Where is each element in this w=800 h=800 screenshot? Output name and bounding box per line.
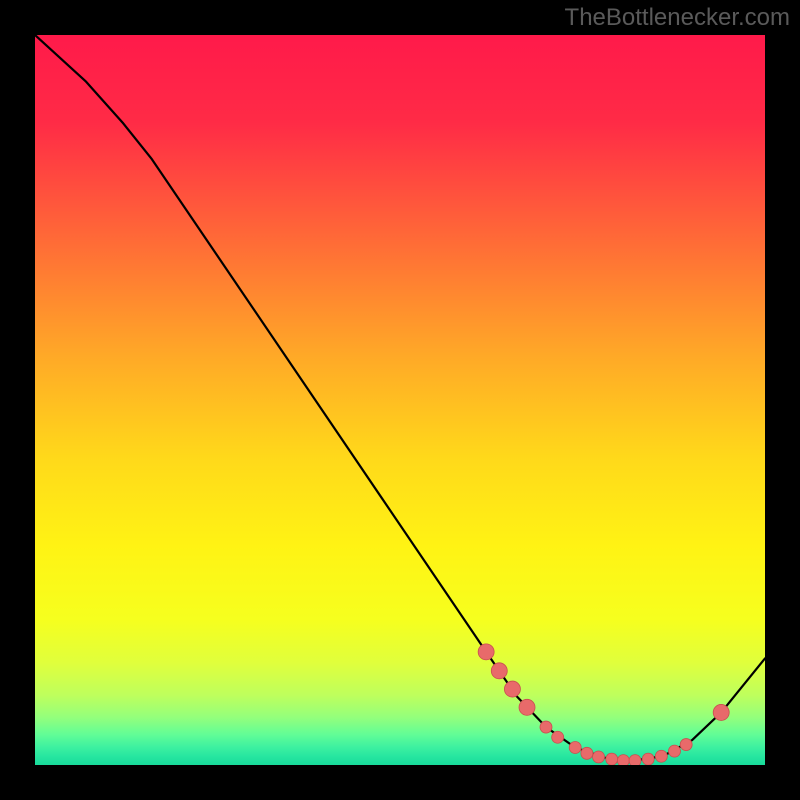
- data-marker: [593, 751, 605, 763]
- chart-svg: [35, 35, 765, 765]
- data-marker: [713, 704, 729, 720]
- data-marker: [569, 741, 581, 753]
- data-marker: [504, 681, 520, 697]
- chart-background: [35, 35, 765, 765]
- data-marker: [642, 753, 654, 765]
- data-marker: [655, 750, 667, 762]
- data-marker: [478, 644, 494, 660]
- data-marker: [629, 755, 641, 765]
- data-marker: [491, 663, 507, 679]
- data-marker: [617, 755, 629, 765]
- data-marker: [606, 753, 618, 765]
- plot-area: [35, 35, 765, 765]
- data-marker: [519, 699, 535, 715]
- data-marker: [540, 721, 552, 733]
- data-marker: [552, 731, 564, 743]
- chart-container: TheBottlenecker.com: [0, 0, 800, 800]
- data-marker: [581, 747, 593, 759]
- data-marker: [668, 745, 680, 757]
- watermark-text: TheBottlenecker.com: [565, 4, 790, 32]
- data-marker: [680, 739, 692, 751]
